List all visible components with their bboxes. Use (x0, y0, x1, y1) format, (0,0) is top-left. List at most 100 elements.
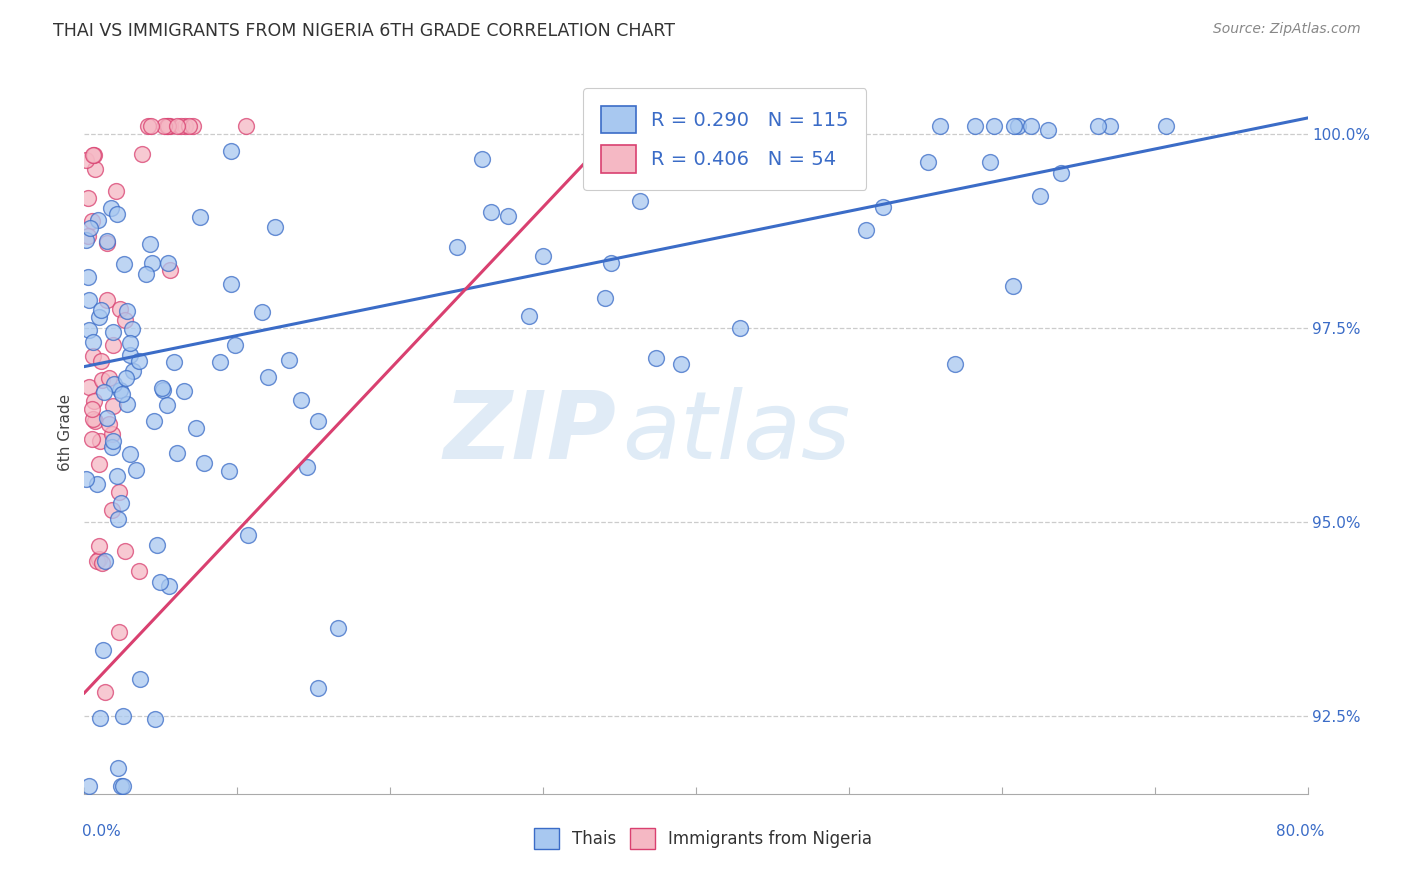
Point (89, 434, 111, 448)
Point (79, 380, 101, 394)
Point (593, 291, 616, 305)
Point (218, 464, 240, 478)
Point (139, 119, 162, 133)
Point (94, 685, 117, 699)
Point (87, 457, 110, 471)
Point (75, 472, 97, 486)
Point (114, 371, 136, 385)
Point (221, 277, 243, 292)
Point (855, 223, 877, 237)
Text: atlas: atlas (623, 387, 851, 478)
Point (98, 417, 121, 431)
Point (219, 145, 242, 159)
Point (224, 338, 246, 352)
Point (121, 322, 143, 336)
Point (75, 233, 97, 247)
Point (101, 502, 124, 516)
Point (929, 119, 952, 133)
Point (96, 410, 118, 425)
Point (101, 434, 124, 448)
Point (1019, 119, 1042, 133)
Point (1002, 119, 1025, 133)
Point (105, 469, 128, 483)
Point (236, 527, 259, 541)
Point (141, 256, 163, 270)
Point (82, 349, 104, 363)
Point (517, 309, 540, 323)
Point (872, 200, 894, 214)
Point (77, 191, 100, 205)
Text: THAI VS IMMIGRANTS FROM NIGERIA 6TH GRADE CORRELATION CHART: THAI VS IMMIGRANTS FROM NIGERIA 6TH GRAD… (53, 22, 675, 40)
Point (599, 256, 621, 270)
Point (83, 147, 105, 161)
Point (75, 153, 97, 167)
Point (111, 779, 134, 793)
Point (111, 387, 134, 401)
Point (101, 440, 124, 454)
Point (101, 338, 124, 352)
Point (156, 119, 179, 133)
Point (669, 357, 692, 371)
Point (307, 681, 329, 695)
Point (100, 201, 122, 215)
Point (979, 155, 1001, 169)
Point (118, 447, 141, 461)
Point (108, 625, 131, 640)
Point (135, 268, 157, 282)
Point (87, 552, 110, 566)
Point (645, 145, 668, 160)
Text: ZIP: ZIP (443, 386, 616, 479)
Point (98, 370, 121, 384)
Point (235, 119, 257, 133)
Point (166, 446, 188, 460)
Point (76, 270, 98, 285)
Point (89, 806, 111, 821)
Legend: Thais, Immigrants from Nigeria: Thais, Immigrants from Nigeria (526, 820, 880, 857)
Point (156, 398, 179, 412)
Point (112, 709, 135, 723)
Y-axis label: 6th Grade: 6th Grade (58, 394, 73, 471)
Point (107, 761, 129, 775)
Point (112, 257, 135, 271)
Point (184, 421, 207, 435)
Point (800, 119, 823, 133)
Point (82, 148, 104, 162)
Point (108, 383, 131, 397)
Point (96, 235, 118, 250)
Point (103, 376, 125, 391)
Point (471, 153, 494, 167)
Point (177, 119, 200, 133)
Point (1087, 119, 1109, 133)
Point (209, 355, 232, 369)
Point (645, 351, 668, 365)
Point (91, 556, 114, 570)
Point (446, 240, 468, 254)
Point (87, 213, 110, 227)
Point (792, 156, 814, 170)
Point (107, 512, 129, 526)
Point (115, 397, 138, 411)
Point (79, 221, 101, 235)
Point (77, 323, 100, 337)
Point (163, 355, 186, 369)
Point (82, 412, 104, 426)
Point (156, 119, 179, 133)
Point (150, 381, 173, 395)
Point (87, 540, 110, 554)
Point (146, 538, 169, 552)
Point (82, 334, 104, 349)
Point (152, 119, 174, 133)
Point (963, 119, 986, 133)
Point (157, 579, 180, 593)
Point (136, 119, 159, 133)
Point (101, 325, 124, 339)
Point (1050, 166, 1073, 180)
Point (152, 383, 174, 397)
Point (659, 119, 682, 133)
Point (1154, 119, 1177, 133)
Point (86, 554, 108, 568)
Point (129, 672, 152, 686)
Point (110, 496, 132, 510)
Point (1036, 122, 1059, 136)
Point (278, 353, 301, 368)
